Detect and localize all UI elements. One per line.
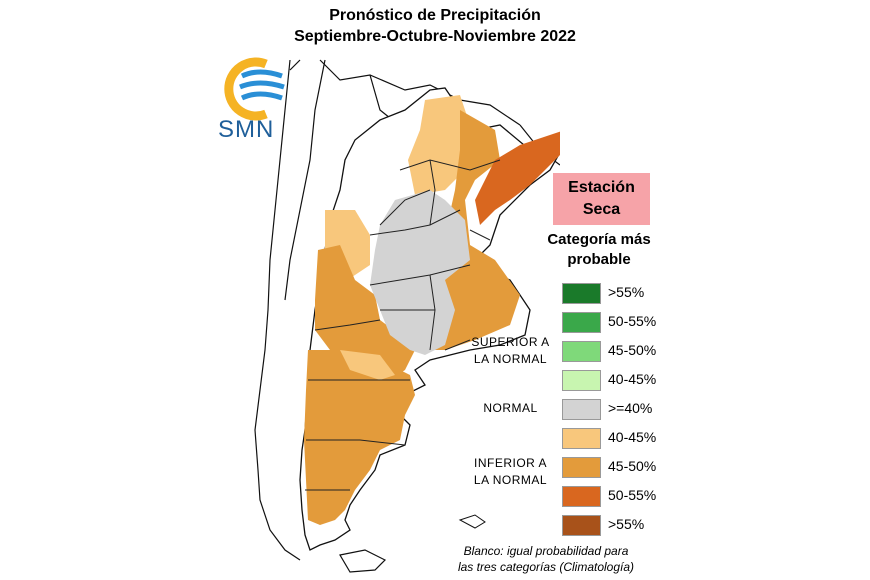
map-title-line1: Pronóstico de Precipitación [329,7,541,24]
season-badge-line2: Seca [582,201,621,218]
region-45-50-east [430,110,520,350]
islands-outline [458,514,486,529]
legend-label: 45-50% [608,342,657,358]
region-50-55-northeast [475,131,560,225]
legend-swatch [562,341,601,362]
legend-label: 40-45% [608,429,657,445]
region-40-45-north [408,95,470,195]
footnote-line2: las tres categorías (Climatología) [457,560,635,574]
footnote: Blanco: igual probabilidad para las tres… [446,543,646,575]
argentina-precipitation-map [254,59,560,573]
legend-group-inferior-line2: LA NORMAL [473,473,548,487]
legend-swatch [562,370,601,391]
province-borders [305,159,501,491]
legend-swatch [562,428,601,449]
legend-swatch [562,399,601,420]
legend-label: 50-55% [608,487,657,503]
tierra-del-fuego [339,549,387,573]
legend-swatch [562,312,601,333]
legend-swatch [562,515,601,536]
legend-group-inferior-line1: INFERIOR A [473,456,547,470]
season-badge-line1: Estación [568,179,635,196]
map-title-line2: Septiembre-Octubre-Noviembre 2022 [294,28,576,45]
legend-label: >55% [608,284,645,300]
legend-group-normal: NORMAL [483,401,538,415]
season-badge: Estación Seca [553,173,650,225]
region-45-50-patagonia [304,350,415,525]
category-heading: Categoría más probable [535,230,663,270]
legend-label: 50-55% [608,313,657,329]
legend-label: >55% [608,516,645,532]
region-45-50-west [315,245,415,380]
legend-swatch [562,457,601,478]
legend-group-superior-line1: SUPERIOR A [471,335,550,349]
chile-coastline [254,59,301,561]
legend-group-inferior: INFERIOR A LA NORMAL [468,455,553,489]
legend-label: 45-50% [608,458,657,474]
category-heading-line1: Categoría más [547,231,651,248]
smn-logo-text: SMN [218,116,275,143]
legend-group-superior: SUPERIOR A LA NORMAL [468,334,553,368]
category-heading-line2: probable [567,251,631,268]
footnote-line1: Blanco: igual probabilidad para [463,544,629,558]
legend-label: >=40% [608,400,653,416]
legend-group-superior-line2: LA NORMAL [473,352,548,366]
region-40-45-south [340,350,395,380]
legend-swatch [562,283,601,304]
legend-label: 40-45% [608,371,657,387]
legend-swatch [562,486,601,507]
smn-logo-icon [224,57,285,121]
